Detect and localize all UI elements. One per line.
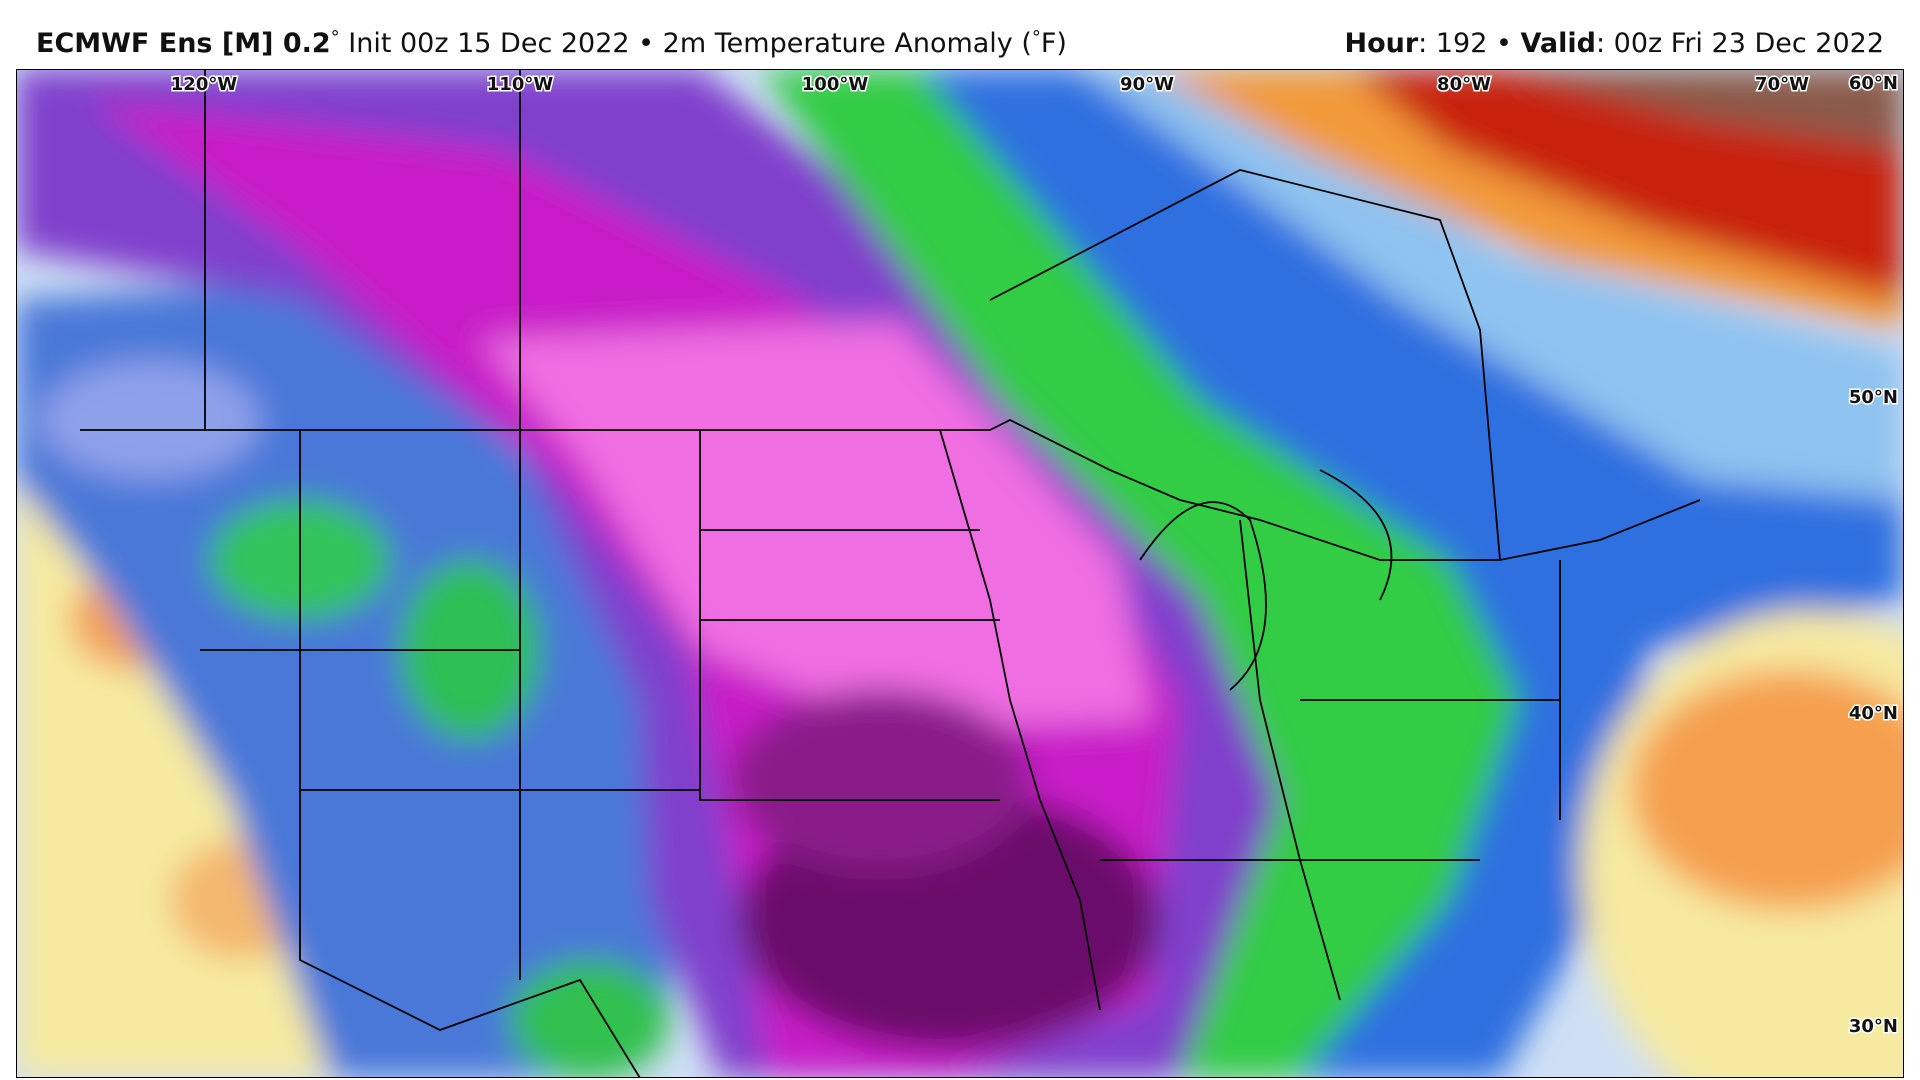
longitude-label: 110°W	[487, 74, 554, 95]
latitude-labels: 60°N 50°N 40°N 30°N	[1847, 72, 1899, 1039]
longitude-label: 70°W	[1755, 74, 1809, 95]
latitude-label: 40°N	[1849, 703, 1898, 724]
header-valid: Hour: 192 • Valid: 00z Fri 23 Dec 2022	[1344, 28, 1884, 59]
longitude-label: 80°W	[1437, 74, 1491, 95]
header-title: ECMWF Ens [M] 0.2° Init 00z 15 Dec 2022 …	[36, 27, 1067, 59]
longitude-label: 90°W	[1120, 74, 1174, 95]
latitude-label: 60°N	[1849, 73, 1898, 94]
temperature-map: 120°W 110°W 100°W 90°W 80°W 70°W 60°N 50°N 40°N…	[16, 69, 1904, 1078]
latitude-label: 30°N	[1849, 1016, 1898, 1037]
borders	[80, 69, 1701, 1078]
latitude-label: 50°N	[1849, 387, 1898, 408]
longitude-label: 100°W	[802, 74, 869, 95]
longitude-labels: 120°W 110°W 100°W 90°W 80°W 70°W	[169, 73, 1810, 97]
longitude-label: 120°W	[171, 74, 238, 95]
